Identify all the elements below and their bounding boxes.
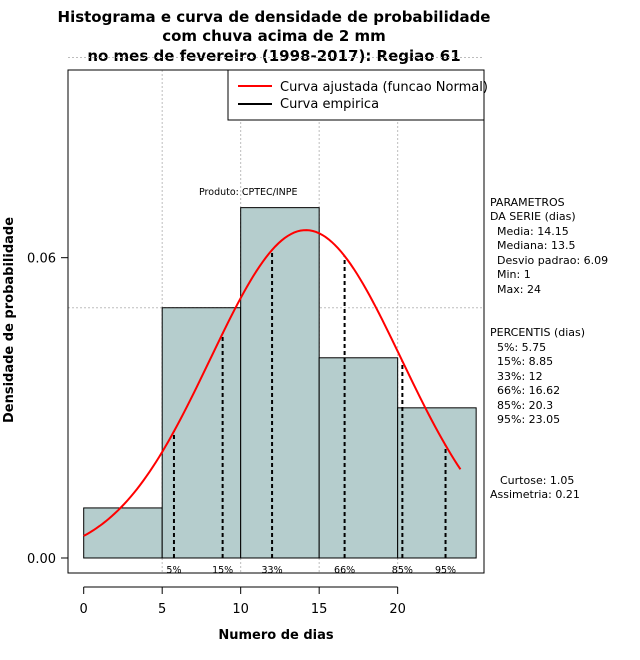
y-tick-label-0: 0.00 xyxy=(27,552,56,567)
legend-label-normal: Curva ajustada (funcao Normal) xyxy=(280,80,488,95)
x-tick-label-1: 5 xyxy=(158,602,166,617)
histogram-bar-2 xyxy=(240,207,320,559)
histogram-bar-0 xyxy=(83,507,163,559)
percentile-lines: 5% 15% 33% 66% 85% 95% xyxy=(166,249,456,576)
y-tick-label-1: 0.06 xyxy=(27,252,56,267)
param-desvio: Desvio padrao: 6.09 xyxy=(497,254,608,267)
param-media: Media: 14.15 xyxy=(497,225,569,238)
legend: Curva ajustada (funcao Normal) Curva emp… xyxy=(227,69,488,121)
percentil-85: 85%: 20.3 xyxy=(497,399,553,412)
param-max: Max: 24 xyxy=(497,283,541,296)
curtose: Curtose: 1.05 xyxy=(500,474,574,487)
percentil-5: 5%: 5.75 xyxy=(497,341,546,354)
chart-title: Histograma e curva de densidade de proba… xyxy=(58,8,491,65)
params-title-line-1: PARAMETROS xyxy=(490,196,565,209)
percentile-label-2: 33% xyxy=(262,565,283,576)
percentile-label-1: 15% xyxy=(212,565,233,576)
title-line-2: com chuva acima de 2 mm xyxy=(162,27,386,45)
x-axis-label: Numero de dias xyxy=(218,628,334,643)
x-tick-label-4: 20 xyxy=(389,602,406,617)
percentile-label-4: 85% xyxy=(392,565,413,576)
legend-label-empirica: Curva empirica xyxy=(280,97,379,112)
params-title-line-2: DA SERIE (dias) xyxy=(490,210,576,223)
percentil-33: 33%: 12 xyxy=(497,370,543,383)
assimetria: Assimetria: 0.21 xyxy=(490,488,580,501)
title-line-3: no mes de fevereiro (1998-2017): Regiao … xyxy=(87,47,460,65)
x-tick-label-3: 15 xyxy=(311,602,328,617)
statistics-panel: PARAMETROS DA SERIE (dias) Media: 14.15 … xyxy=(490,196,608,501)
x-tick-label-0: 0 xyxy=(80,602,88,617)
percentil-95: 95%: 23.05 xyxy=(497,413,560,426)
percentil-15: 15%: 8.85 xyxy=(497,355,553,368)
axes: 0 5 10 15 20 0.00 0.06 xyxy=(27,252,406,617)
histogram-bar-4 xyxy=(397,407,477,559)
percentile-label-5: 95% xyxy=(435,565,456,576)
percentile-label-0: 5% xyxy=(166,565,181,576)
product-label: Produto: CPTEC/INPE xyxy=(199,187,298,198)
percentis-title: PERCENTIS (dias) xyxy=(490,326,585,339)
x-tick-label-2: 10 xyxy=(232,602,249,617)
param-min: Min: 1 xyxy=(497,268,531,281)
percentil-66: 66%: 16.62 xyxy=(497,384,560,397)
histogram-bars xyxy=(83,207,477,559)
param-mediana: Mediana: 13.5 xyxy=(497,239,575,252)
title-line-1: Histograma e curva de densidade de proba… xyxy=(58,8,491,26)
histogram-bar-3 xyxy=(318,357,399,559)
legend-box xyxy=(227,69,485,121)
normal-curve xyxy=(83,229,462,537)
histogram-bar-1 xyxy=(161,307,242,559)
percentile-label-3: 66% xyxy=(334,565,355,576)
y-axis-label: Densidade de probabilidade xyxy=(2,217,17,423)
normal-curve-group xyxy=(83,229,462,537)
